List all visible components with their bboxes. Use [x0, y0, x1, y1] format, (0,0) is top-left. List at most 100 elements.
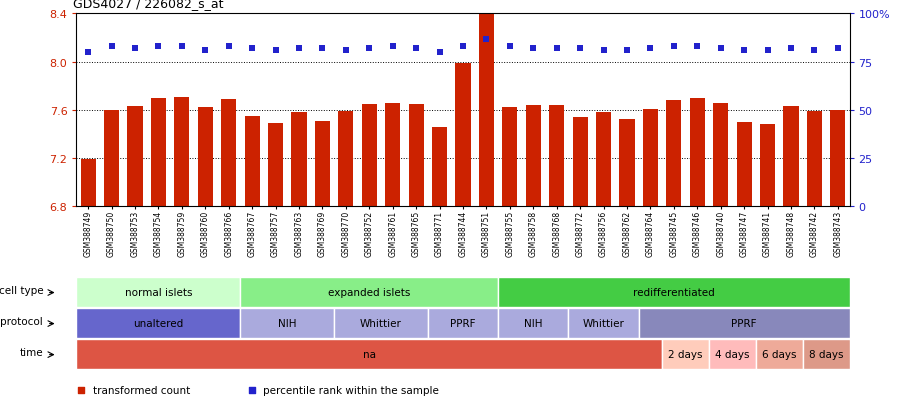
Bar	[663, 339, 709, 369]
Point	[737, 47, 752, 54]
Bar	[760, 125, 775, 206]
Text: PPRF: PPRF	[450, 318, 476, 328]
Bar	[831, 111, 845, 206]
Bar	[498, 308, 568, 338]
Point	[292, 46, 307, 52]
Bar	[690, 98, 705, 206]
Text: NIH: NIH	[278, 318, 297, 328]
Bar	[568, 308, 638, 338]
Point	[432, 50, 447, 56]
Text: protocol: protocol	[0, 317, 43, 327]
Bar	[76, 308, 240, 338]
Point	[503, 44, 517, 50]
Bar	[666, 101, 681, 206]
Bar	[432, 127, 447, 206]
Bar	[221, 100, 236, 206]
Point	[269, 47, 283, 54]
Bar	[709, 339, 756, 369]
Point	[761, 47, 775, 54]
Point	[386, 44, 400, 50]
Text: expanded islets: expanded islets	[328, 287, 411, 297]
Bar	[174, 97, 190, 206]
Point	[549, 46, 564, 52]
Text: NIH: NIH	[524, 318, 542, 328]
Point	[198, 47, 212, 54]
Text: 6 days: 6 days	[762, 349, 797, 359]
Point	[128, 46, 142, 52]
Bar	[76, 339, 663, 369]
Point	[479, 36, 494, 43]
Text: 4 days: 4 days	[716, 349, 750, 359]
Point	[643, 46, 657, 52]
Bar	[498, 278, 850, 307]
Bar	[803, 339, 850, 369]
Bar	[736, 123, 752, 206]
Bar	[291, 113, 307, 206]
Point	[221, 44, 236, 50]
Point	[784, 46, 798, 52]
Bar	[549, 106, 565, 206]
Bar	[713, 103, 728, 206]
Bar	[638, 308, 850, 338]
Point	[316, 46, 330, 52]
Point	[596, 47, 610, 54]
Point	[245, 46, 259, 52]
Bar	[573, 118, 588, 206]
Bar	[361, 104, 377, 206]
Bar	[456, 64, 470, 206]
Point	[714, 46, 728, 52]
Point	[807, 47, 822, 54]
Point	[174, 44, 189, 50]
Bar	[783, 107, 798, 206]
Text: Whittier: Whittier	[583, 318, 625, 328]
Text: 8 days: 8 days	[809, 349, 843, 359]
Bar	[128, 107, 143, 206]
Text: redifferentiated: redifferentiated	[633, 287, 715, 297]
Text: Whittier: Whittier	[360, 318, 402, 328]
Bar	[240, 278, 498, 307]
Point	[667, 44, 681, 50]
Bar	[81, 160, 96, 206]
Text: percentile rank within the sample: percentile rank within the sample	[263, 385, 440, 395]
Point	[690, 44, 705, 50]
Point	[526, 46, 540, 52]
Point	[362, 46, 377, 52]
Point	[409, 46, 423, 52]
Bar	[104, 111, 120, 206]
Bar	[315, 121, 330, 206]
Point	[81, 50, 95, 56]
Bar	[619, 120, 635, 206]
Bar	[151, 98, 166, 206]
Point	[74, 387, 88, 394]
Bar	[408, 104, 423, 206]
Bar	[198, 108, 213, 206]
Point	[339, 47, 353, 54]
Point	[456, 44, 470, 50]
Bar	[428, 308, 498, 338]
Text: transformed count: transformed count	[93, 385, 190, 395]
Text: 2 days: 2 days	[668, 349, 703, 359]
Text: GDS4027 / 226082_s_at: GDS4027 / 226082_s_at	[73, 0, 223, 10]
Text: unaltered: unaltered	[133, 318, 183, 328]
Bar	[385, 103, 400, 206]
Bar	[334, 308, 428, 338]
Bar	[526, 106, 541, 206]
Bar	[338, 112, 353, 206]
Bar	[479, 14, 494, 206]
Text: time: time	[20, 348, 43, 358]
Text: cell type: cell type	[0, 286, 43, 296]
Bar	[245, 116, 260, 206]
Point	[831, 46, 845, 52]
Bar	[240, 308, 334, 338]
Bar	[756, 339, 803, 369]
Text: PPRF: PPRF	[732, 318, 757, 328]
Point	[104, 44, 119, 50]
Bar	[643, 109, 658, 206]
Point	[573, 46, 587, 52]
Point	[151, 44, 165, 50]
Bar	[806, 112, 822, 206]
Bar	[268, 123, 283, 206]
Point	[619, 47, 634, 54]
Bar	[503, 108, 518, 206]
Text: normal islets: normal islets	[125, 287, 192, 297]
